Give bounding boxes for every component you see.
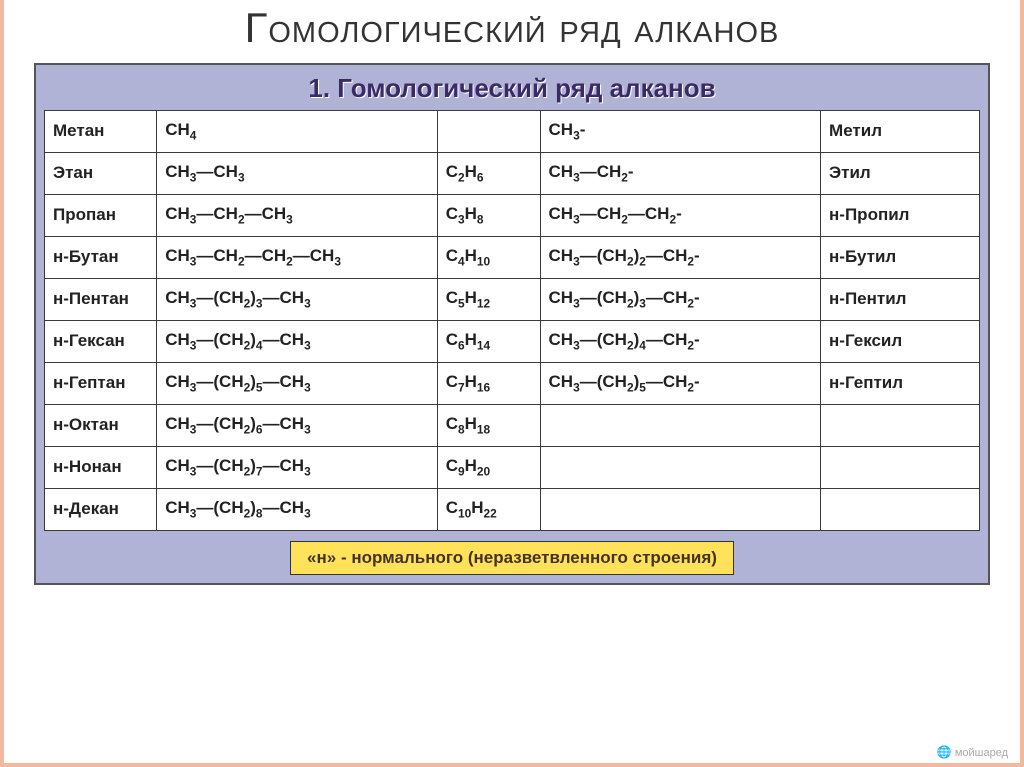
legend-row: «н» - нормального (неразветвленного стро… — [44, 541, 980, 575]
table-cell: CH3—(CH2)6—CH3 — [157, 404, 438, 446]
table-cell: Метил — [821, 110, 980, 152]
table-row: н-НонанCH3—(CH2)7—CH3C9H20 — [45, 446, 980, 488]
table-cell: н-Нонан — [45, 446, 157, 488]
table-cell: н-Октан — [45, 404, 157, 446]
table-row: н-БутанCH3—CH2—CH2—CH3C4H10CH3—(CH2)2—CH… — [45, 236, 980, 278]
table-cell: н-Бутил — [821, 236, 980, 278]
table-cell: CH3—(CH2)5—CH2- — [540, 362, 821, 404]
table-cell — [821, 446, 980, 488]
table-cell: CH3—(CH2)4—CH3 — [157, 320, 438, 362]
table-cell: н-Гексил — [821, 320, 980, 362]
main-title: Гомологический ряд алканов — [34, 0, 990, 55]
table-cell: Метан — [45, 110, 157, 152]
table-row: н-ГексанCH3—(CH2)4—CH3C6H14CH3—(CH2)4—CH… — [45, 320, 980, 362]
table-cell: C6H14 — [437, 320, 540, 362]
table-cell — [821, 404, 980, 446]
table-cell: CH3—(CH2)8—CH3 — [157, 488, 438, 530]
table-cell — [540, 404, 821, 446]
table-cell: CH3—(CH2)4—CH2- — [540, 320, 821, 362]
table-cell: н-Пропил — [821, 194, 980, 236]
table-cell: Этил — [821, 152, 980, 194]
table-cell: C7H16 — [437, 362, 540, 404]
table-cell — [821, 488, 980, 530]
table-cell: CH3—CH2- — [540, 152, 821, 194]
table-body: МетанCH4CH3-МетилЭтанCH3—CH3C2H6CH3—CH2-… — [45, 110, 980, 530]
table-cell: Пропан — [45, 194, 157, 236]
table-cell: C9H20 — [437, 446, 540, 488]
table-cell: н-Гептил — [821, 362, 980, 404]
watermark: 🌐 мойшаред — [937, 745, 1008, 759]
table-cell: CH3—(CH2)7—CH3 — [157, 446, 438, 488]
table-cell: C3H8 — [437, 194, 540, 236]
table-cell — [437, 110, 540, 152]
table-row: ЭтанCH3—CH3C2H6CH3—CH2-Этил — [45, 152, 980, 194]
table-cell: C10H22 — [437, 488, 540, 530]
legend-box: «н» - нормального (неразветвленного стро… — [290, 541, 734, 575]
table-cell: CH4 — [157, 110, 438, 152]
table-row: ПропанCH3—CH2—CH3C3H8CH3—CH2—CH2-н-Пропи… — [45, 194, 980, 236]
table-cell: CH3—CH2—CH3 — [157, 194, 438, 236]
table-panel: 1. Гомологический ряд алканов МетанCH4CH… — [34, 63, 990, 585]
watermark-text: мойшаред — [955, 747, 1008, 759]
table-cell: CH3- — [540, 110, 821, 152]
table-row: н-ДеканCH3—(CH2)8—CH3C10H22 — [45, 488, 980, 530]
table-cell: н-Гексан — [45, 320, 157, 362]
slide-frame: Гомологический ряд алканов 1. Гомологиче… — [0, 0, 1024, 767]
table-cell: C2H6 — [437, 152, 540, 194]
table-cell: CH3—(CH2)2—CH2- — [540, 236, 821, 278]
table-row: н-ОктанCH3—(CH2)6—CH3C8H18 — [45, 404, 980, 446]
table-cell: CH3—CH2—CH2—CH3 — [157, 236, 438, 278]
table-cell: CH3—(CH2)3—CH2- — [540, 278, 821, 320]
table-cell: н-Пентан — [45, 278, 157, 320]
globe-icon: 🌐 — [937, 745, 952, 759]
table-cell: C8H18 — [437, 404, 540, 446]
table-cell: CH3—(CH2)3—CH3 — [157, 278, 438, 320]
table-cell: C5H12 — [437, 278, 540, 320]
table-cell: Этан — [45, 152, 157, 194]
table-row: н-ГептанCH3—(CH2)5—CH3C7H16CH3—(CH2)5—CH… — [45, 362, 980, 404]
table-cell: CH3—(CH2)5—CH3 — [157, 362, 438, 404]
table-row: н-ПентанCH3—(CH2)3—CH3C5H12CH3—(CH2)3—CH… — [45, 278, 980, 320]
table-cell: CH3—CH3 — [157, 152, 438, 194]
sub-title: 1. Гомологический ряд алканов — [44, 73, 980, 104]
table-cell: н-Гептан — [45, 362, 157, 404]
table-cell: CH3—CH2—CH2- — [540, 194, 821, 236]
table-cell: н-Пентил — [821, 278, 980, 320]
table-cell — [540, 488, 821, 530]
table-cell: н-Бутан — [45, 236, 157, 278]
table-cell: н-Декан — [45, 488, 157, 530]
table-row: МетанCH4 CH3-Метил — [45, 110, 980, 152]
table-cell — [540, 446, 821, 488]
table-cell: C4H10 — [437, 236, 540, 278]
alkane-table: МетанCH4CH3-МетилЭтанCH3—CH3C2H6CH3—CH2-… — [44, 110, 980, 531]
